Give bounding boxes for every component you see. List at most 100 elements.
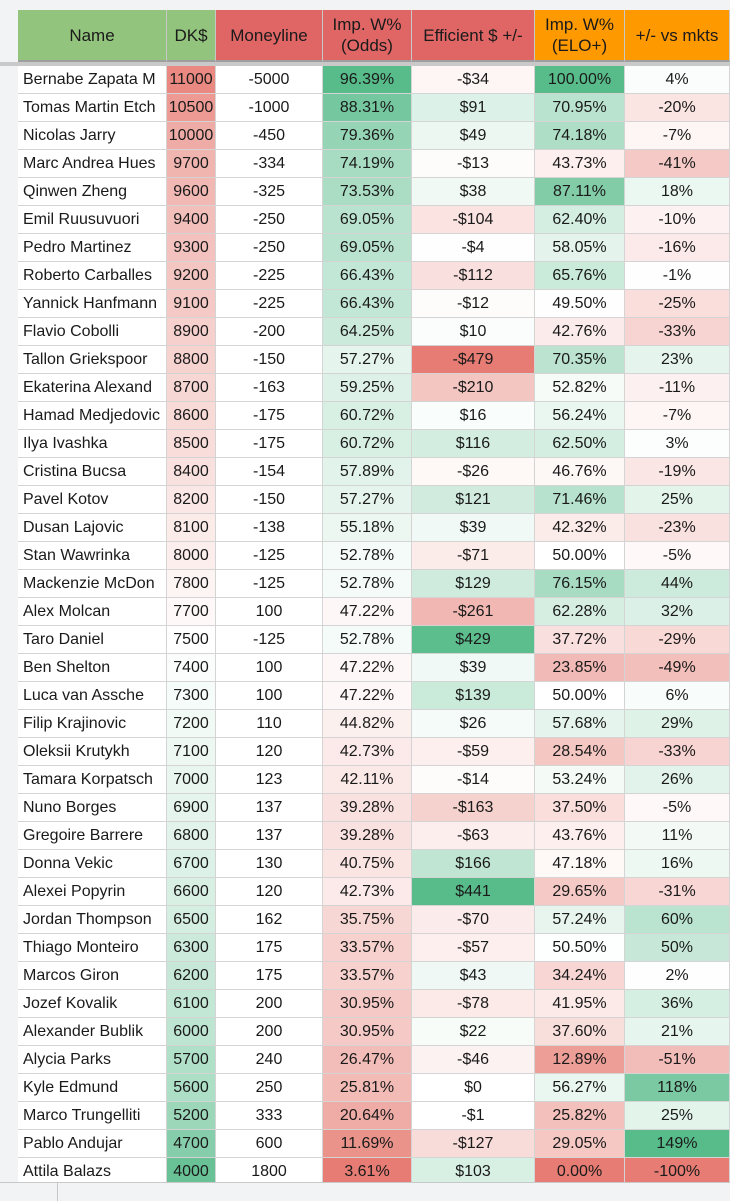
cell-imp_elo[interactable]: 47.18% [535, 850, 625, 878]
cell-vs_mkts[interactable]: -10% [625, 206, 730, 234]
cell-efficient[interactable]: $39 [412, 514, 535, 542]
cell-vs_mkts[interactable]: -33% [625, 738, 730, 766]
cell-imp_odds[interactable]: 73.53% [323, 178, 412, 206]
cell-imp_odds[interactable]: 47.22% [323, 654, 412, 682]
cell-vs_mkts[interactable]: -7% [625, 122, 730, 150]
cell-imp_odds[interactable]: 66.43% [323, 262, 412, 290]
cell-name[interactable]: Tomas Martin Etch [18, 94, 167, 122]
cell-imp_odds[interactable]: 57.27% [323, 346, 412, 374]
cell-imp_odds[interactable]: 39.28% [323, 822, 412, 850]
table-row[interactable]: Taro Daniel 7500 -125 52.78% $429 37.72% -29% [0, 626, 730, 654]
cell-efficient[interactable]: $166 [412, 850, 535, 878]
cell-moneyline[interactable]: 137 [216, 822, 323, 850]
cell-moneyline[interactable]: -225 [216, 262, 323, 290]
cell-imp_elo[interactable]: 29.05% [535, 1130, 625, 1158]
cell-imp_odds[interactable]: 39.28% [323, 794, 412, 822]
cell-name[interactable]: Tallon Griekspoor [18, 346, 167, 374]
cell-moneyline[interactable]: 1800 [216, 1158, 323, 1186]
row-header[interactable] [0, 402, 19, 430]
row-header[interactable] [0, 710, 19, 738]
cell-dk[interactable]: 5600 [167, 1074, 216, 1102]
row-header[interactable] [0, 1018, 19, 1046]
cell-dk[interactable]: 6900 [167, 794, 216, 822]
cell-efficient[interactable]: $49 [412, 122, 535, 150]
cell-imp_elo[interactable]: 87.11% [535, 178, 625, 206]
cell-moneyline[interactable]: -225 [216, 290, 323, 318]
cell-moneyline[interactable]: 100 [216, 598, 323, 626]
cell-moneyline[interactable]: -200 [216, 318, 323, 346]
row-header[interactable] [0, 290, 19, 318]
cell-moneyline[interactable]: -175 [216, 402, 323, 430]
row-header[interactable] [0, 570, 19, 598]
row-header[interactable] [0, 990, 19, 1018]
row-header[interactable] [0, 206, 19, 234]
cell-moneyline[interactable]: 110 [216, 710, 323, 738]
cell-moneyline[interactable]: 600 [216, 1130, 323, 1158]
cell-dk[interactable]: 8500 [167, 430, 216, 458]
cell-moneyline[interactable]: 240 [216, 1046, 323, 1074]
cell-vs_mkts[interactable]: 18% [625, 178, 730, 206]
table-row[interactable]: Flavio Cobolli 8900 -200 64.25% $10 42.76% -33… [0, 318, 730, 346]
table-row[interactable]: Luca van Assche 7300 100 47.22% $139 50.00% 6% [0, 682, 730, 710]
cell-imp_elo[interactable]: 12.89% [535, 1046, 625, 1074]
row-header[interactable] [0, 262, 19, 290]
table-row[interactable]: Roberto Carballes 9200 -225 66.43% -$112 65.7… [0, 262, 730, 290]
cell-efficient[interactable]: -$12 [412, 290, 535, 318]
cell-efficient[interactable]: -$13 [412, 150, 535, 178]
cell-vs_mkts[interactable]: -25% [625, 290, 730, 318]
cell-imp_elo[interactable]: 53.24% [535, 766, 625, 794]
cell-vs_mkts[interactable]: 149% [625, 1130, 730, 1158]
cell-vs_mkts[interactable]: -20% [625, 94, 730, 122]
table-row[interactable]: Nuno Borges 6900 137 39.28% -$163 37.50% -5% [0, 794, 730, 822]
cell-imp_elo[interactable]: 58.05% [535, 234, 625, 262]
cell-imp_elo[interactable]: 28.54% [535, 738, 625, 766]
cell-moneyline[interactable]: -138 [216, 514, 323, 542]
cell-efficient[interactable]: $0 [412, 1074, 535, 1102]
cell-name[interactable]: Donna Vekic [18, 850, 167, 878]
cell-imp_odds[interactable]: 66.43% [323, 290, 412, 318]
cell-imp_elo[interactable]: 43.73% [535, 150, 625, 178]
cell-imp_odds[interactable]: 11.69% [323, 1130, 412, 1158]
cell-imp_odds[interactable]: 33.57% [323, 934, 412, 962]
row-header[interactable] [0, 626, 19, 654]
frozen-row-divider[interactable] [0, 62, 730, 66]
cell-moneyline[interactable]: -450 [216, 122, 323, 150]
cell-imp_elo[interactable]: 37.72% [535, 626, 625, 654]
cell-efficient[interactable]: -$46 [412, 1046, 535, 1074]
cell-imp_odds[interactable]: 55.18% [323, 514, 412, 542]
cell-dk[interactable]: 7500 [167, 626, 216, 654]
cell-moneyline[interactable]: 120 [216, 738, 323, 766]
cell-moneyline[interactable]: -1000 [216, 94, 323, 122]
cell-vs_mkts[interactable]: 60% [625, 906, 730, 934]
table-row[interactable]: Gregoire Barrere 6800 137 39.28% -$63 43.76% 1… [0, 822, 730, 850]
cell-name[interactable]: Dusan Lajovic [18, 514, 167, 542]
cell-vs_mkts[interactable]: 2% [625, 962, 730, 990]
cell-vs_mkts[interactable]: 11% [625, 822, 730, 850]
cell-moneyline[interactable]: 130 [216, 850, 323, 878]
cell-name[interactable]: Ben Shelton [18, 654, 167, 682]
cell-imp_odds[interactable]: 57.89% [323, 458, 412, 486]
cell-dk[interactable]: 7400 [167, 654, 216, 682]
cell-dk[interactable]: 9700 [167, 150, 216, 178]
cell-vs_mkts[interactable]: -11% [625, 374, 730, 402]
cell-imp_elo[interactable]: 74.18% [535, 122, 625, 150]
cell-imp_odds[interactable]: 47.22% [323, 598, 412, 626]
cell-efficient[interactable]: -$14 [412, 766, 535, 794]
table-row[interactable]: Mackenzie McDon 7800 -125 52.78% $129 76.15% 4… [0, 570, 730, 598]
cell-efficient[interactable]: $429 [412, 626, 535, 654]
row-header[interactable] [0, 766, 19, 794]
cell-imp_elo[interactable]: 49.50% [535, 290, 625, 318]
row-header[interactable] [0, 178, 19, 206]
cell-efficient[interactable]: $38 [412, 178, 535, 206]
cell-dk[interactable]: 8400 [167, 458, 216, 486]
cell-imp_elo[interactable]: 50.00% [535, 682, 625, 710]
cell-dk[interactable]: 9200 [167, 262, 216, 290]
cell-dk[interactable]: 6200 [167, 962, 216, 990]
cell-imp_elo[interactable]: 57.68% [535, 710, 625, 738]
cell-vs_mkts[interactable]: 44% [625, 570, 730, 598]
cell-vs_mkts[interactable]: -5% [625, 542, 730, 570]
cell-imp_elo[interactable]: 46.76% [535, 458, 625, 486]
cell-dk[interactable]: 6100 [167, 990, 216, 1018]
cell-vs_mkts[interactable]: 4% [625, 66, 730, 94]
cell-efficient[interactable]: -$104 [412, 206, 535, 234]
